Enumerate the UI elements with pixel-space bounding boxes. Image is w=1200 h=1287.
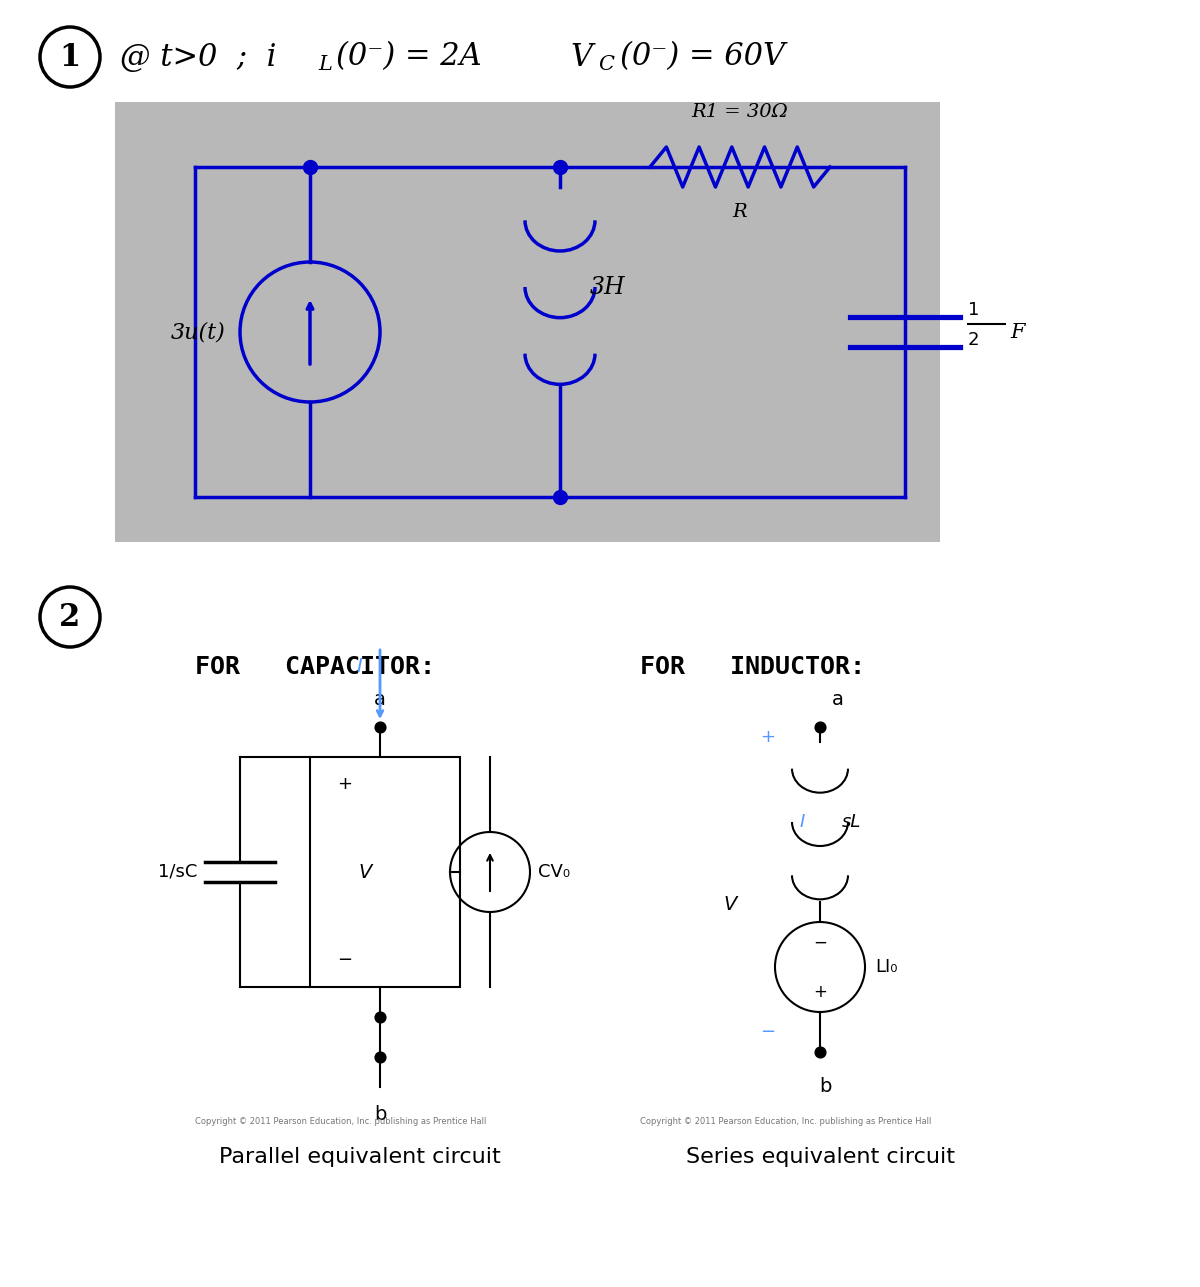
Bar — [310, 757, 460, 987]
Text: a: a — [832, 690, 844, 709]
Point — [810, 717, 829, 737]
Text: I: I — [356, 658, 362, 677]
Text: R: R — [733, 203, 748, 221]
Text: L: L — [318, 55, 332, 75]
Text: F: F — [1010, 323, 1025, 341]
Text: FOR   INDUCTOR:: FOR INDUCTOR: — [640, 655, 865, 680]
Point — [371, 717, 390, 737]
Text: @ t>0  ;  i: @ t>0 ; i — [120, 41, 276, 72]
Point — [371, 1046, 390, 1067]
Text: Parallel equivalent circuit: Parallel equivalent circuit — [220, 1147, 500, 1167]
Text: R1 = 30Ω: R1 = 30Ω — [691, 103, 788, 121]
Text: +: + — [337, 775, 353, 793]
Text: CV₀: CV₀ — [538, 864, 570, 882]
Text: Copyright © 2011 Pearson Education, Inc. publishing as Prentice Hall: Copyright © 2011 Pearson Education, Inc.… — [194, 1117, 486, 1126]
Text: 2: 2 — [968, 331, 979, 349]
Text: V: V — [359, 862, 372, 882]
Text: Copyright © 2011 Pearson Education, Inc. publishing as Prentice Hall: Copyright © 2011 Pearson Education, Inc.… — [640, 1117, 931, 1126]
Text: b: b — [818, 1077, 832, 1097]
Text: +: + — [760, 728, 775, 746]
Text: LI₀: LI₀ — [875, 958, 898, 976]
Text: −: − — [760, 1023, 775, 1041]
Text: +: + — [814, 983, 827, 1001]
Text: Series equivalent circuit: Series equivalent circuit — [685, 1147, 954, 1167]
Text: −: − — [337, 951, 353, 969]
Text: C: C — [598, 55, 614, 75]
Point — [371, 1006, 390, 1027]
Text: V: V — [570, 41, 592, 72]
Text: 2: 2 — [59, 601, 80, 632]
Text: b: b — [374, 1106, 386, 1124]
Text: sL: sL — [842, 813, 862, 831]
Point — [551, 157, 570, 178]
Text: 3u(t): 3u(t) — [170, 320, 226, 344]
Point — [300, 157, 319, 178]
Text: FOR   CAPACITOR:: FOR CAPACITOR: — [194, 655, 436, 680]
Text: a: a — [374, 690, 386, 709]
Text: 3H: 3H — [590, 275, 625, 299]
Point — [551, 486, 570, 507]
Text: (0⁻) = 2A: (0⁻) = 2A — [336, 41, 481, 72]
Text: V: V — [724, 894, 737, 914]
Text: (0⁻) = 60V: (0⁻) = 60V — [620, 41, 785, 72]
FancyBboxPatch shape — [115, 102, 940, 542]
Text: I: I — [799, 813, 805, 831]
Text: 1/sC: 1/sC — [157, 864, 197, 882]
Text: 1: 1 — [60, 41, 80, 72]
Point — [810, 1041, 829, 1062]
Text: −: − — [814, 933, 827, 951]
Text: 1: 1 — [968, 301, 979, 319]
